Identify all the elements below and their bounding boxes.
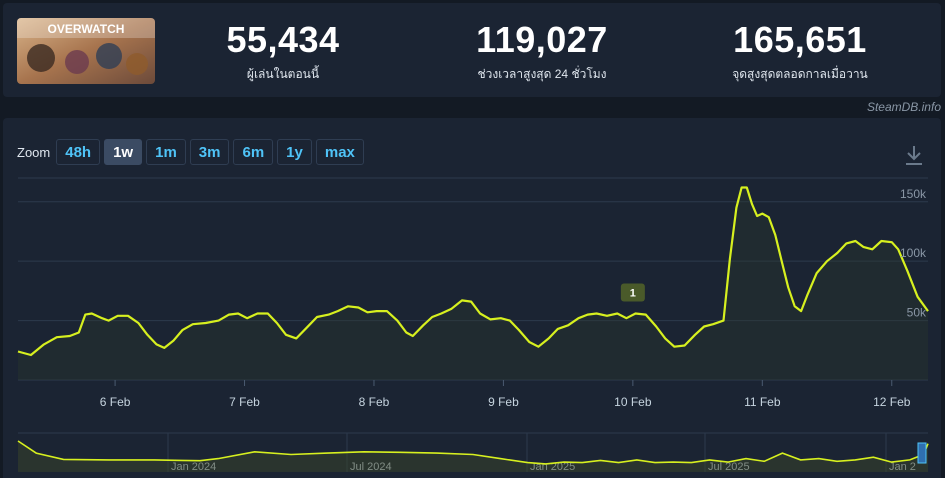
stat-24h-peak: 119,027 ช่วงเวลาสูงสุด 24 ชั่วโมง (437, 21, 647, 84)
stat-24h-peak-value: 119,027 (476, 19, 608, 60)
stat-current-value: 55,434 (226, 19, 340, 60)
stat-24h-peak-label: ช่วงเวลาสูงสุด 24 ชั่วโมง (477, 67, 607, 81)
steamdb-credit[interactable]: SteamDB.info (866, 100, 941, 114)
download-icon[interactable] (905, 144, 923, 166)
stat-current-label: ผู้เล่นในตอนนี้ (246, 67, 320, 81)
zoom-6m-button[interactable]: 6m (233, 139, 274, 165)
stats-header: OVERWATCH 55,434 ผู้เล่นในตอนนี้ 119,027… (3, 3, 941, 97)
zoom-1y-button[interactable]: 1y (277, 139, 312, 165)
stat-current: 55,434 ผู้เล่นในตอนนี้ (178, 21, 388, 84)
stat-all-time-peak-value: 165,651 (733, 19, 867, 60)
zoom-1m-button[interactable]: 1m (146, 139, 186, 165)
stat-all-time-peak: 165,651 จุดสูงสุดตลอดกาลเมื่อวาน (695, 21, 905, 84)
game-logo[interactable]: OVERWATCH (17, 18, 155, 84)
stat-all-time-peak-label: จุดสูงสุดตลอดกาลเมื่อวาน (732, 67, 868, 81)
zoom-48h-button[interactable]: 48h (56, 139, 101, 165)
zoom-max-button[interactable]: max (315, 139, 364, 165)
zoom-label: Zoom (17, 144, 51, 160)
chart-panel: Zoom 48h 1w 1m 3m 6m 1y max (3, 118, 941, 478)
zoom-1w-button[interactable]: 1w (104, 139, 143, 165)
logo-text: OVERWATCH (48, 22, 125, 36)
zoom-3m-button[interactable]: 3m (189, 139, 230, 165)
zoom-controls: Zoom 48h 1w 1m 3m 6m 1y max (17, 138, 368, 166)
